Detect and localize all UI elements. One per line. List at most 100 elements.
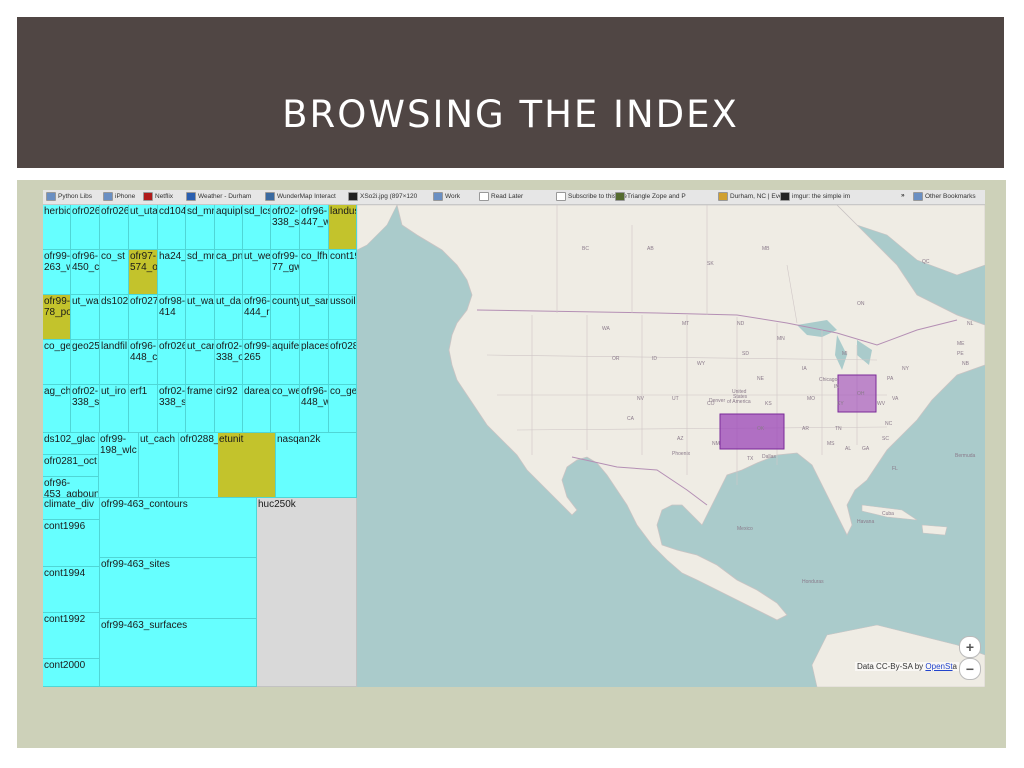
- arctic-land: [357, 205, 398, 251]
- treemap-cell[interactable]: sd_mr: [186, 250, 215, 295]
- treemap-cell[interactable]: ofr026: [100, 205, 129, 250]
- map-place-label: United: [732, 389, 747, 395]
- treemap-cell[interactable]: cont1994: [43, 567, 100, 613]
- treemap-cell[interactable]: ofr99-463_contours: [100, 498, 257, 558]
- bookmark-item[interactable]: Read Later: [479, 192, 523, 201]
- treemap-cell[interactable]: ofr98- 414: [158, 295, 186, 340]
- map-view[interactable]: BC AB SK MB ON QC WA MT ND MN OR ID SD WY NE IA NV UT CO KS…: [357, 205, 985, 687]
- treemap-cell[interactable]: erf1: [129, 385, 158, 433]
- treemap-cell[interactable]: ut_iro: [100, 385, 129, 433]
- treemap-cell[interactable]: ofr02- 338_o: [215, 340, 243, 385]
- treemap-cell[interactable]: ofr0281_oct: [43, 455, 99, 477]
- bookmark-item[interactable]: Subscribe to this fee: [556, 192, 627, 201]
- treemap-cell[interactable]: ussoil: [329, 295, 357, 340]
- treemap-cell[interactable]: climate_div: [43, 498, 100, 520]
- treemap-cell[interactable]: ut_uta: [129, 205, 158, 250]
- treemap-cell[interactable]: ofr02- 338_s: [71, 385, 100, 433]
- map-place-label: WV: [877, 401, 886, 407]
- treemap-cell[interactable]: ut_cach: [139, 433, 179, 498]
- treemap-cell[interactable]: co_we: [271, 385, 300, 433]
- treemap-cell[interactable]: ofr96- 453_aqboun: [43, 477, 99, 498]
- bookmark-item[interactable]: XSo2i.jpg (897×120: [348, 192, 417, 201]
- bookmark-item[interactable]: iPhone: [103, 192, 135, 201]
- treemap-cell[interactable]: ut_sar: [300, 295, 329, 340]
- treemap-cell[interactable]: landus: [329, 205, 357, 250]
- bookmark-label: Weather - Durham: [198, 193, 252, 200]
- treemap-cell[interactable]: cd104: [158, 205, 186, 250]
- bookmark-item[interactable]: Netflix: [143, 192, 173, 201]
- treemap-cell[interactable]: huc250k: [257, 498, 357, 687]
- treemap-cell[interactable]: ofr026: [71, 205, 100, 250]
- treemap-cell[interactable]: cont1996: [43, 520, 100, 567]
- treemap-cell[interactable]: sd_lcs: [243, 205, 271, 250]
- bookmark-item[interactable]: imgur: the simple im: [780, 192, 850, 201]
- bookmark-item[interactable]: Durham, NC | Event: [718, 192, 788, 201]
- treemap-cell[interactable]: aquife: [271, 340, 300, 385]
- bookmark-item[interactable]: Work: [433, 192, 460, 201]
- treemap-cell[interactable]: ut_da: [215, 295, 243, 340]
- treemap-cell[interactable]: ofr97- 574_o: [129, 250, 158, 295]
- treemap-cell[interactable]: nasqan2k: [276, 433, 357, 498]
- treemap-cell[interactable]: ut_wa: [186, 295, 215, 340]
- zoom-out-button[interactable]: −: [959, 658, 981, 680]
- treemap-cell[interactable]: co_st: [100, 250, 129, 295]
- bookmarks-overflow-chevron-icon[interactable]: »: [901, 192, 905, 199]
- treemap-cell[interactable]: county: [271, 295, 300, 340]
- treemap-cell[interactable]: ofr028: [329, 340, 357, 385]
- treemap-cell[interactable]: ofr0288_: [179, 433, 219, 498]
- treemap-cell[interactable]: geo25: [71, 340, 100, 385]
- treemap-cell[interactable]: ofr02- 338_s: [271, 205, 300, 250]
- folder-icon: [46, 192, 56, 201]
- treemap-cell[interactable]: cont2000: [43, 659, 100, 687]
- treemap-cell[interactable]: ofr02- 338_s: [158, 385, 186, 433]
- treemap-cell[interactable]: ag_ch: [43, 385, 71, 433]
- map-place-label: WY: [697, 361, 706, 367]
- treemap-cell[interactable]: ofr99- 198_wlc: [99, 433, 139, 498]
- treemap-cell[interactable]: ofr96- 447_w: [300, 205, 329, 250]
- treemap-cell[interactable]: cont1992: [43, 613, 100, 659]
- attribution-link[interactable]: OpenSt: [925, 662, 953, 671]
- bookmark-item[interactable]: Python Libs: [46, 192, 92, 201]
- treemap-cell[interactable]: co_lfh: [300, 250, 329, 295]
- treemap-cell[interactable]: ofr96- 450_c: [71, 250, 100, 295]
- treemap-cell[interactable]: ofr99- 265: [243, 340, 271, 385]
- map-place-label: SK: [707, 261, 714, 267]
- treemap-cell[interactable]: ofr99- 77_gw: [271, 250, 300, 295]
- map-place-label: MS: [827, 441, 835, 447]
- treemap-cell[interactable]: ofr96- 444_r: [243, 295, 271, 340]
- bookmark-item[interactable]: Other Bookmarks: [913, 192, 976, 201]
- bookmark-item[interactable]: WunderMap Interact: [265, 192, 336, 201]
- treemap-cell[interactable]: co_ge: [329, 385, 357, 433]
- bookmark-item[interactable]: Triangle Zope and P: [615, 192, 686, 201]
- treemap-cell[interactable]: ofr99- 78_po: [43, 295, 71, 340]
- bookmark-label: XSo2i.jpg (897×120: [360, 193, 418, 200]
- treemap-cell[interactable]: ut_car: [186, 340, 215, 385]
- treemap-cell[interactable]: ofr99-463_sites: [100, 558, 257, 619]
- treemap-cell[interactable]: ds102: [100, 295, 129, 340]
- treemap-cell[interactable]: ds102_glac: [43, 433, 99, 455]
- treemap-cell[interactable]: darea: [243, 385, 271, 433]
- map-place-label: MB: [762, 246, 770, 252]
- treemap-cell[interactable]: sd_mr: [186, 205, 215, 250]
- treemap-cell[interactable]: ofr99- 263_w: [43, 250, 71, 295]
- treemap-cell[interactable]: ofr96- 448_c: [129, 340, 158, 385]
- bookmark-item[interactable]: Weather - Durham: [186, 192, 251, 201]
- treemap-cell[interactable]: herbic: [43, 205, 71, 250]
- treemap-cell[interactable]: frame: [186, 385, 215, 433]
- treemap-cell[interactable]: ofr026: [158, 340, 186, 385]
- treemap-cell[interactable]: ofr027: [129, 295, 158, 340]
- treemap-cell[interactable]: ofr99-463_surfaces: [100, 619, 257, 687]
- treemap-cell[interactable]: landfil: [100, 340, 129, 385]
- treemap-cell[interactable]: ca_pn: [215, 250, 243, 295]
- treemap-cell[interactable]: ha24_: [158, 250, 186, 295]
- treemap-cell[interactable]: etunit: [218, 433, 276, 498]
- treemap-cell[interactable]: ut_wa: [71, 295, 100, 340]
- treemap-cell[interactable]: ofr96- 448_w: [300, 385, 329, 433]
- treemap-cell[interactable]: cir92: [215, 385, 243, 433]
- treemap-cell[interactable]: aquipl: [215, 205, 243, 250]
- treemap-cell[interactable]: cont19: [329, 250, 357, 295]
- treemap-cell[interactable]: places: [300, 340, 329, 385]
- treemap-cell[interactable]: ut_we: [243, 250, 271, 295]
- treemap-cell[interactable]: co_ge: [43, 340, 71, 385]
- zoom-in-button[interactable]: +: [959, 636, 981, 658]
